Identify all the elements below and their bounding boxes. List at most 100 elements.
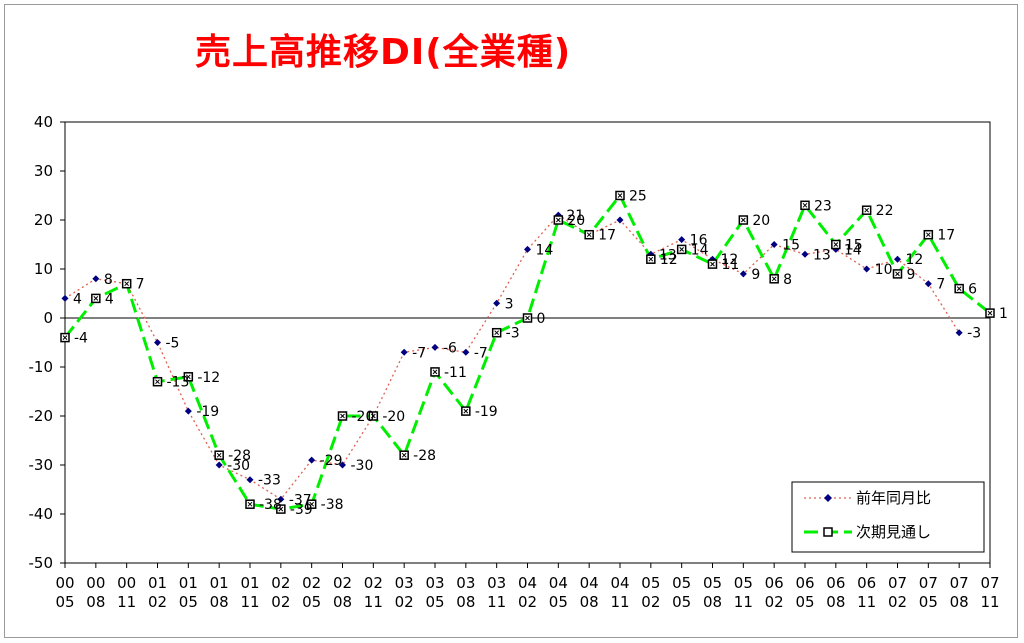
x-tick-label-month: 05 (672, 593, 691, 611)
x-tick-label-month: 02 (888, 593, 907, 611)
y-tick-label: -50 (29, 554, 54, 572)
series-1-data-label: 14 (844, 242, 862, 258)
y-tick-label: 10 (34, 260, 53, 278)
series-1-point (955, 329, 963, 337)
legend-marker-series-1 (824, 494, 832, 502)
x-tick-label-year: 02 (302, 574, 321, 592)
x-tick-label-month: 05 (795, 593, 814, 611)
series-2-point-cross (278, 506, 284, 512)
series-2-point-cross (340, 413, 345, 419)
series-2-point-cross (895, 271, 900, 277)
series-2-data-label: 17 (598, 228, 616, 244)
series-1-data-label: 4 (73, 291, 82, 307)
series-1-point (154, 339, 161, 346)
series-2-data-label: 23 (814, 198, 832, 214)
series-2-point-cross (124, 281, 130, 287)
series-1-data-label: -37 (289, 492, 312, 508)
x-tick-label-month: 11 (734, 593, 753, 611)
x-tick-label-month: 05 (55, 593, 74, 611)
x-tick-label-year: 00 (86, 574, 105, 592)
chart-title: 売上高推移DI(全業種) (195, 32, 572, 73)
series-2-point-cross (802, 202, 808, 208)
x-tick-label-year: 01 (148, 574, 167, 592)
series-1-data-label: -30 (351, 458, 374, 474)
x-tick-label-year: 04 (549, 574, 568, 592)
x-tick-label-month: 11 (487, 593, 506, 611)
x-tick-label-year: 05 (672, 574, 691, 592)
series-2-data-label: -4 (74, 331, 88, 347)
series-1-point (215, 461, 223, 469)
y-tick-label: 20 (34, 211, 53, 229)
series-2-data-label: 20 (567, 213, 585, 229)
x-tick-label-month: 11 (610, 593, 629, 611)
x-tick-label-year: 03 (487, 574, 506, 592)
series-1-point (277, 495, 285, 503)
series-1-data-label: -5 (166, 336, 180, 352)
series-2-point-cross (432, 369, 438, 375)
series-2-point-cross (62, 335, 68, 340)
series-2-point-cross (740, 217, 746, 223)
series-1-point (246, 476, 254, 484)
legend: 前年同月比 次期見通し (791, 481, 985, 553)
series-1-point (924, 280, 932, 288)
series-2-data-label: 17 (937, 228, 955, 244)
series-2-data-label: 12 (660, 252, 678, 268)
series-2-point-cross (956, 286, 962, 291)
series-1-point (894, 255, 901, 263)
x-tick-label-month: 08 (580, 593, 599, 611)
y-tick-label: 0 (43, 309, 53, 327)
x-tick-label-month: 08 (86, 593, 105, 611)
series-2-data-label: -11 (444, 365, 467, 381)
x-tick-label-month: 08 (456, 593, 475, 611)
series-2-point-cross (463, 408, 469, 414)
series-2-data-label: -20 (382, 409, 405, 425)
series-2-point-cross (648, 256, 654, 262)
series-2-point-cross (710, 261, 715, 267)
series-1-data-label: 12 (906, 252, 924, 268)
x-tick-label-month: 02 (765, 593, 784, 611)
x-tick-label-year: 02 (271, 574, 290, 592)
legend-label-series-2: 次期見通し (856, 523, 931, 541)
x-tick-label-month: 08 (333, 593, 352, 611)
y-axis: 40 30 20 10 0 -10 -20 -30 -40 -50 (29, 113, 65, 572)
series-2-data-label: 1 (999, 306, 1008, 322)
series-2-point-cross (679, 247, 685, 252)
series-2-data-label: 8 (783, 272, 792, 288)
x-axis: 0005000800110102010501080111020202050208… (55, 563, 1000, 611)
series-1-data-label: 21 (566, 208, 584, 224)
series-2-data-label: 9 (907, 267, 916, 283)
series-1-data-label: -19 (196, 404, 219, 420)
series-2-point-cross (247, 501, 253, 507)
series-2-data-label: -38 (321, 497, 344, 513)
series-1-data-label: -6 (443, 340, 457, 356)
x-tick-label-year: 05 (641, 574, 660, 592)
series-1-data-label: 15 (782, 238, 800, 254)
series-markers (60, 190, 995, 514)
y-tick-label: -20 (29, 407, 54, 425)
series-2-data-label: 20 (752, 213, 770, 229)
series-2-point-cross (586, 232, 592, 238)
series-1-data-label: 16 (690, 233, 708, 249)
x-tick-label-year: 04 (610, 574, 629, 592)
series-1-data-label: 7 (936, 277, 945, 293)
chart-area: 売上高推移DI(全業種) (4, 4, 1018, 638)
x-tick-label-month: 11 (980, 593, 999, 611)
series-1-point (462, 348, 470, 356)
series-2-data-label: 15 (845, 238, 863, 254)
series-1-data-label: -30 (227, 458, 250, 474)
series-2-data-label: 25 (629, 189, 647, 205)
legend-label-series-1: 前年同月比 (856, 489, 931, 507)
x-tick-label-year: 03 (456, 574, 475, 592)
x-tick-label-month: 05 (919, 593, 938, 611)
x-tick-label-year: 07 (980, 574, 999, 592)
x-tick-label-year: 07 (950, 574, 969, 592)
series-1-point (184, 407, 192, 415)
series-2-point-cross (494, 330, 500, 336)
x-tick-label-year: 03 (425, 574, 444, 592)
series-1-point (678, 236, 686, 244)
x-tick-label-year: 00 (55, 574, 74, 592)
series-1-point (308, 456, 316, 464)
x-tick-label-month: 08 (826, 593, 845, 611)
x-tick-label-month: 08 (210, 593, 229, 611)
series-2-point-cross (155, 379, 160, 385)
